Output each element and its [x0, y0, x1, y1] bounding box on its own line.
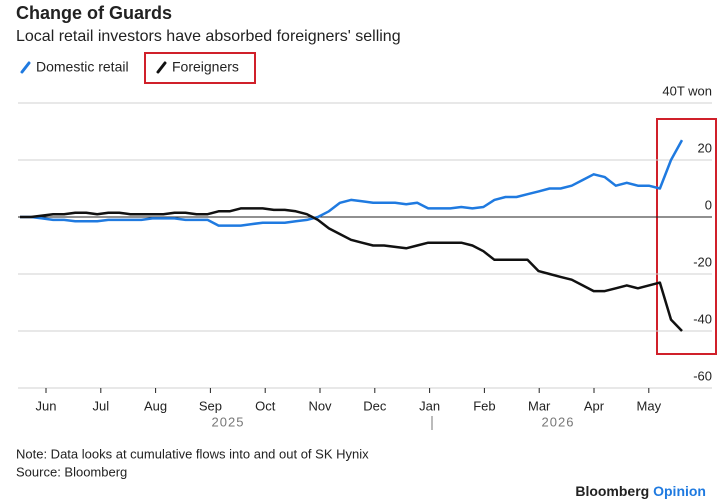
x-tick-label: Aug: [144, 398, 167, 413]
x-tick-label: Nov: [308, 398, 332, 413]
legend-label: Foreigners: [172, 59, 239, 75]
x-tick-label: Sep: [199, 398, 222, 413]
x-tick-label: Feb: [473, 398, 495, 413]
highlight-box: [144, 52, 256, 84]
y-tick-label: 40T won: [662, 83, 712, 98]
x-tick-label: May: [637, 398, 662, 413]
x-tick-label: Dec: [363, 398, 387, 413]
chart-subtitle: Local retail investors have absorbed for…: [16, 28, 401, 45]
chart-title: Change of Guards: [16, 3, 172, 23]
y-tick-label: 0: [705, 197, 712, 212]
y-tick-label: 20: [698, 140, 712, 155]
x-tick-label: Jun: [36, 398, 57, 413]
x-tick-label: Apr: [584, 398, 605, 413]
year-label: 2026: [542, 414, 575, 429]
x-tick-label: Jan: [419, 398, 440, 413]
brand-suffix: Opinion: [653, 483, 706, 499]
year-label: 2025: [212, 414, 245, 429]
source: Source: Bloomberg: [16, 464, 127, 479]
y-tick-label: -40: [693, 311, 712, 326]
legend-swatch: [156, 61, 167, 74]
legend-label: Domestic retail: [36, 59, 129, 75]
series-line: [20, 139, 684, 227]
brand-name: Bloomberg: [575, 483, 649, 499]
note: Note: Data looks at cumulative flows int…: [16, 446, 369, 461]
y-tick-label: -20: [693, 254, 712, 269]
legend-swatch: [20, 61, 31, 74]
series-line: [20, 207, 683, 332]
x-tick-label: Jul: [92, 398, 109, 413]
y-tick-label: -60: [693, 368, 712, 383]
highlight-box: [656, 118, 717, 355]
brand: Bloomberg Opinion: [575, 483, 706, 499]
x-tick-label: Oct: [255, 398, 276, 413]
x-tick-label: Mar: [528, 398, 551, 413]
